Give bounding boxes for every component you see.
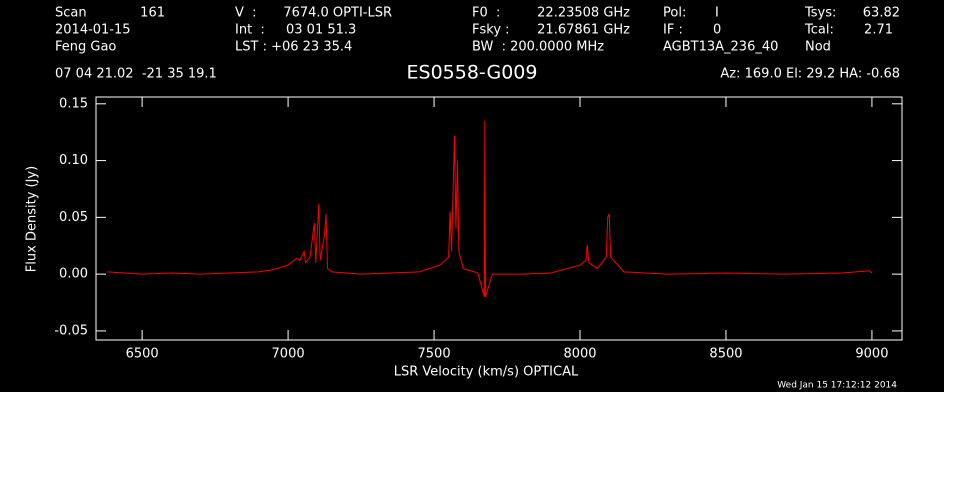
x-tick-label: 8000 [563, 347, 596, 362]
x-tick-label: 9000 [855, 347, 888, 362]
x-tick-label: 8500 [709, 347, 742, 362]
header-text: F0 : [472, 6, 500, 21]
header-text: 21.67861 GHz [537, 23, 630, 38]
y-tick-label: -0.05 [54, 323, 88, 338]
y-tick-label: 0.00 [59, 267, 88, 282]
header-text: BW : 200.0000 MHz [472, 40, 604, 55]
header-text: Pol: [663, 6, 686, 21]
x-tick-label: 7500 [418, 347, 451, 362]
header-text: 2014-01-15 [55, 23, 131, 38]
header-text: IF : [663, 23, 683, 38]
x-tick-label: 7000 [272, 347, 305, 362]
timestamp: Wed Jan 15 17:12:12 2014 [777, 381, 897, 391]
header-text: Az: 169.0 El: 29.2 HA: -0.68 [720, 67, 900, 82]
chart-title: ES0558-G009 [407, 62, 538, 84]
header-text: 2.71 [864, 23, 893, 38]
x-tick-label: 6500 [126, 347, 159, 362]
header-text: 63.82 [863, 6, 900, 21]
plot-frame [95, 96, 903, 341]
header-text: V : [235, 6, 257, 21]
header-text: Int : [235, 23, 265, 38]
header-text: I [715, 6, 719, 21]
y-tick-label: 0.10 [59, 153, 88, 168]
header-text: Nod [805, 40, 831, 55]
header-text: 07 04 21.02 -21 35 19.1 [55, 67, 217, 82]
header-text: LST : +06 23 35.4 [235, 40, 352, 55]
y-axis-label: Flux Density (Jy) [25, 166, 40, 272]
y-tick-label: 0.05 [59, 210, 88, 225]
header-text: 7674.0 OPTI-LSR [283, 6, 392, 21]
y-tick-label: 0.15 [59, 96, 88, 111]
header-text: 03 01 51.3 [286, 23, 356, 38]
header-text: Scan [55, 6, 87, 21]
header: Scan 161 2014-01-15 Feng Gao V : 7674.0 … [55, 6, 900, 391]
spectrum-line [107, 120, 873, 297]
header-text: 0 [713, 23, 721, 38]
x-axis-label: LSR Velocity (km/s) OPTICAL [394, 365, 579, 380]
header-text: Tcal: [804, 23, 834, 38]
header-text: Fsky : [472, 23, 510, 38]
header-text: 161 [140, 6, 165, 21]
header-text: Tsys: [804, 6, 836, 21]
panel [0, 0, 944, 392]
header-text: AGBT13A_236_40 [663, 40, 778, 55]
header-text: 22.23508 GHz [537, 6, 630, 21]
header-text: Feng Gao [55, 40, 116, 55]
